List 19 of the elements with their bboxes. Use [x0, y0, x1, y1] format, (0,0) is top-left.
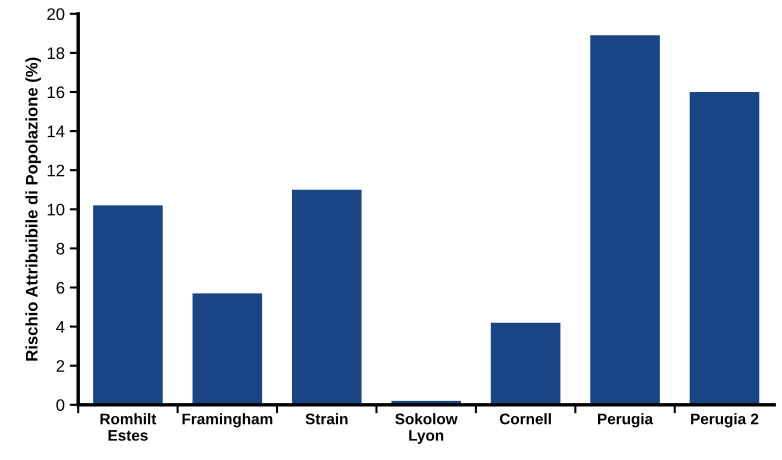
x-tick-label: Sokolow Lyon: [395, 413, 458, 444]
x-tick-label: Romhilt Estes: [100, 413, 156, 441]
x-tick-label: Perugia: [598, 413, 654, 428]
y-tick-label: 16: [48, 86, 64, 98]
x-tick-label: Cornell: [500, 413, 551, 424]
y-tick-label: 14: [48, 126, 65, 138]
x-tick-label: Perugia 2: [691, 413, 758, 428]
y-tick-label: 10: [48, 204, 64, 216]
x-tick-label: Framingham: [182, 413, 272, 428]
y-tick-label: 2: [56, 360, 64, 372]
y-tick-label: 4: [56, 321, 65, 333]
y-tick-label: 12: [48, 164, 64, 176]
y-tick-label: 6: [56, 282, 64, 294]
y-tick-label: 8: [56, 242, 64, 255]
y-tick-label: 0: [56, 399, 64, 412]
x-tick-label: Strain: [306, 413, 348, 424]
y-tick-label: 20: [47, 8, 64, 20]
y-axis-title: Rischio Attribuibile di Popolazione (%): [25, 58, 41, 361]
y-tick-label: 18: [48, 47, 64, 60]
